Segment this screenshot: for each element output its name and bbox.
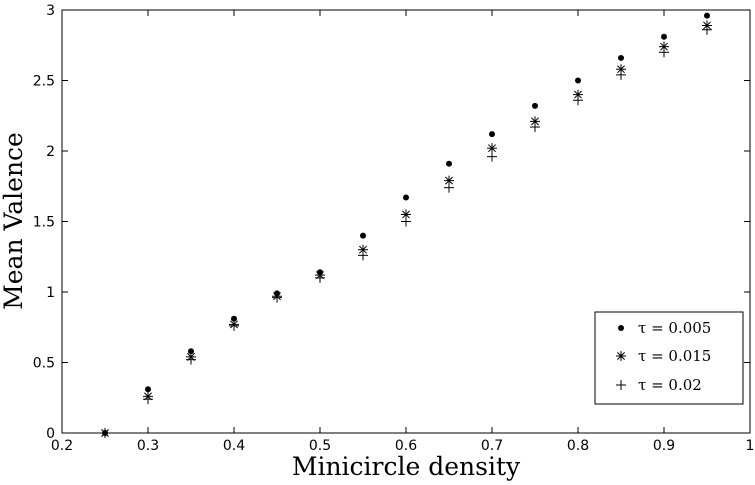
- data-point: [702, 24, 712, 35]
- legend-marker-plus: [616, 380, 626, 390]
- y-tick-label: 3: [46, 3, 55, 19]
- legend-label: τ = 0.015: [638, 347, 711, 365]
- data-point: [315, 272, 325, 283]
- data-point: [489, 131, 495, 138]
- data-point: [358, 250, 368, 261]
- axis-ticks: [61, 9, 751, 434]
- legend-marker-dot: [618, 325, 624, 331]
- data-point: [444, 182, 454, 193]
- data-point: [616, 64, 626, 75]
- data-point: [575, 77, 581, 84]
- data-point: [659, 41, 669, 52]
- series-plus: [100, 24, 712, 438]
- data-point: [444, 175, 454, 186]
- y-tick-label: 2: [46, 144, 55, 160]
- data-point: [573, 95, 583, 106]
- data-point: [401, 216, 411, 227]
- legend: τ = 0.005 τ = 0.015 τ = 0.02: [594, 311, 744, 405]
- data-point: [661, 33, 667, 40]
- x-tick-label: 0.2: [51, 438, 73, 454]
- data-point: [145, 386, 151, 393]
- data-point: [704, 12, 710, 19]
- legend-label: τ = 0.005: [638, 319, 711, 337]
- x-tick-label: 0.9: [653, 438, 675, 454]
- y-tick-label: 2.5: [33, 74, 55, 90]
- data-points: [100, 12, 712, 438]
- x-tick-label: 0.5: [309, 438, 331, 454]
- data-point: [360, 232, 366, 239]
- data-point: [231, 315, 237, 322]
- x-tick-label: 0.3: [137, 438, 159, 454]
- legend-label: τ = 0.02: [638, 376, 702, 394]
- data-point: [446, 160, 452, 167]
- data-point: [659, 47, 669, 58]
- data-point: [530, 122, 540, 133]
- data-point: [616, 69, 626, 80]
- data-point: [188, 348, 194, 355]
- data-point: [532, 102, 538, 109]
- x-tick-label: 1: [746, 438, 755, 454]
- x-tick-label: 0.4: [223, 438, 245, 454]
- data-point: [618, 54, 624, 61]
- y-tick-label: 1: [46, 285, 55, 301]
- y-axis-title: Mean Valence: [0, 132, 28, 310]
- data-point: [143, 394, 153, 405]
- x-tick-labels: 0.2 0.3 0.4 0.5 0.6 0.7 0.8 0.9 1: [51, 438, 755, 454]
- x-tick-label: 0.7: [481, 438, 503, 454]
- data-point: [272, 292, 282, 303]
- data-point: [229, 320, 239, 331]
- x-axis-title: Minicircle density: [292, 452, 521, 481]
- data-point: [186, 354, 196, 365]
- x-tick-label: 0.8: [567, 438, 589, 454]
- data-point: [403, 194, 409, 201]
- y-tick-label: 0: [46, 426, 55, 442]
- x-tick-label: 0.6: [395, 438, 417, 454]
- data-point: [487, 151, 497, 162]
- y-tick-label: 0.5: [33, 356, 55, 372]
- data-point: [487, 143, 497, 154]
- legend-marker-asterisk: [616, 351, 626, 361]
- y-tick-label: 1.5: [33, 215, 55, 231]
- data-point: [358, 244, 368, 255]
- data-point: [100, 428, 110, 438]
- y-tick-labels: 0 0.5 1 1.5 2 2.5 3: [33, 3, 55, 442]
